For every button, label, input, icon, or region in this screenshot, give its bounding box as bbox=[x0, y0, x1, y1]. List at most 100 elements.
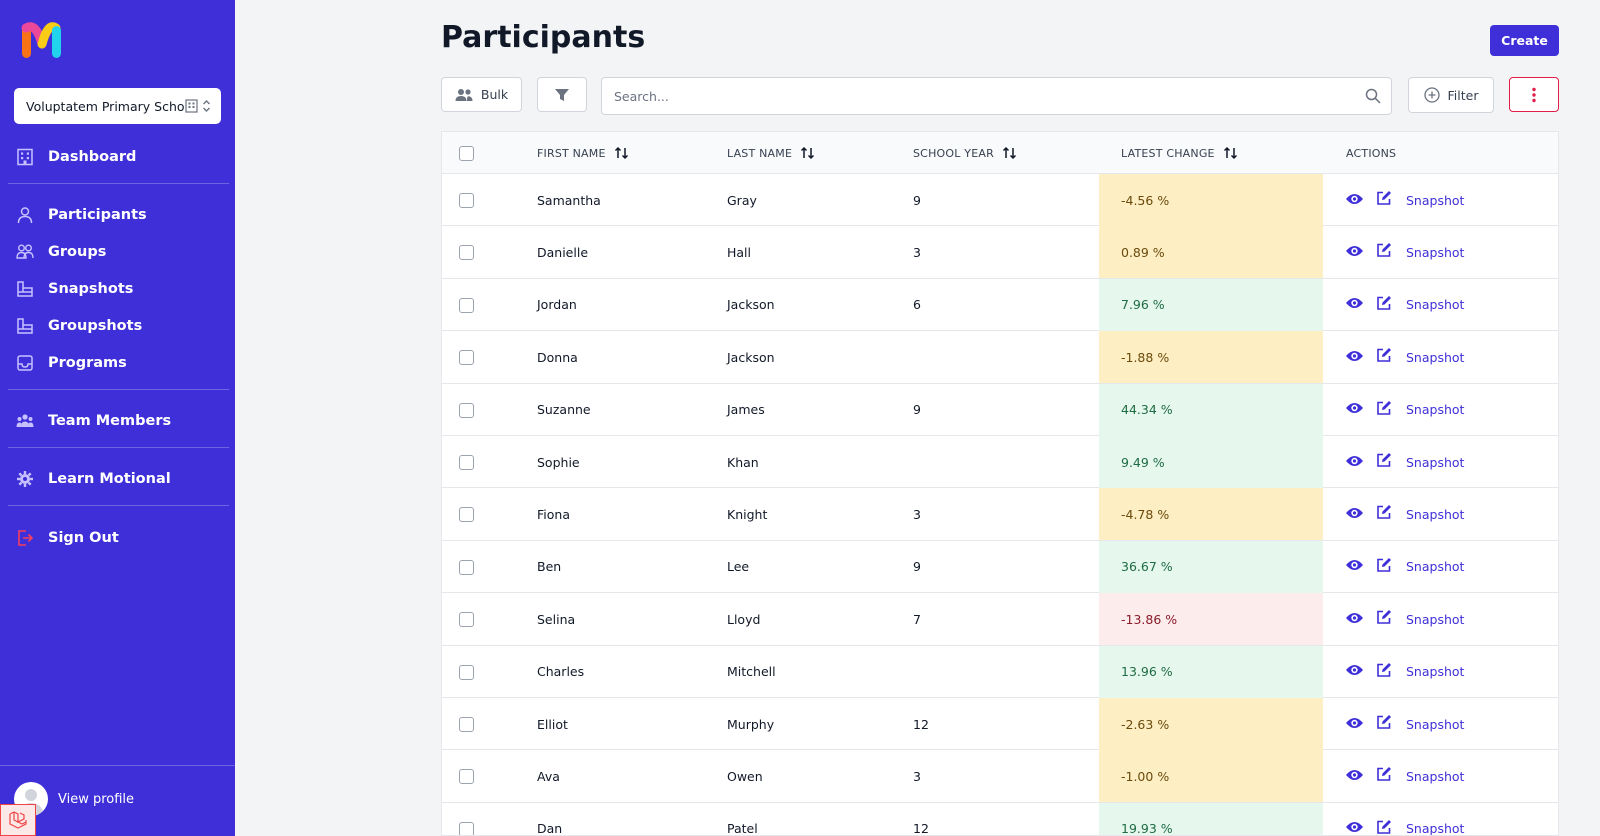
edit-icon[interactable] bbox=[1376, 714, 1392, 734]
table-row[interactable]: Ben Lee 9 36.67 % Snapshot bbox=[442, 540, 1558, 594]
row-checkbox[interactable] bbox=[459, 297, 474, 313]
column-school-year[interactable]: SCHOOL YEAR bbox=[913, 132, 1018, 174]
snapshot-link[interactable]: Snapshot bbox=[1406, 454, 1465, 470]
row-checkbox[interactable] bbox=[459, 350, 474, 366]
sort-icon[interactable] bbox=[614, 146, 630, 160]
edit-icon[interactable] bbox=[1376, 766, 1392, 786]
snapshot-link[interactable]: Snapshot bbox=[1406, 716, 1465, 732]
laravel-debug-icon[interactable] bbox=[0, 804, 36, 836]
sidebar-item-sign-out[interactable]: Sign Out bbox=[16, 526, 119, 550]
view-icon[interactable] bbox=[1345, 505, 1364, 524]
table-row[interactable]: Selina Lloyd 7 -13.86 % Snapshot bbox=[442, 593, 1558, 646]
view-icon[interactable] bbox=[1345, 715, 1364, 734]
row-checkbox[interactable] bbox=[459, 717, 474, 732]
view-profile-link[interactable]: View profile bbox=[58, 792, 135, 807]
filter-button[interactable]: Filter bbox=[1408, 77, 1494, 113]
table-row[interactable]: Donna Jackson -1.88 % Snapshot bbox=[442, 331, 1558, 384]
school-year-cell: 9 bbox=[913, 402, 921, 418]
edit-icon[interactable] bbox=[1376, 452, 1392, 472]
table-row[interactable]: Dan Patel 12 19.93 % Snapshot bbox=[442, 802, 1558, 836]
edit-icon[interactable] bbox=[1376, 295, 1392, 315]
row-checkbox[interactable] bbox=[459, 455, 474, 470]
search-input[interactable] bbox=[614, 88, 1355, 104]
view-icon[interactable] bbox=[1345, 243, 1364, 262]
sort-icon[interactable] bbox=[1002, 146, 1018, 160]
column-last-name[interactable]: LAST NAME bbox=[727, 132, 816, 174]
row-checkbox[interactable] bbox=[459, 402, 474, 418]
view-icon[interactable] bbox=[1345, 400, 1364, 419]
view-icon[interactable] bbox=[1345, 610, 1364, 629]
sort-icon[interactable] bbox=[800, 146, 816, 160]
funnel-button[interactable] bbox=[537, 77, 587, 112]
row-actions: Snapshot bbox=[1345, 226, 1464, 278]
view-icon[interactable] bbox=[1345, 191, 1364, 210]
view-icon[interactable] bbox=[1345, 453, 1364, 472]
school-selector[interactable]: Voluptatem Primary Scho... bbox=[14, 88, 221, 124]
table-row[interactable]: Jordan Jackson 6 7.96 % Snapshot bbox=[442, 278, 1558, 332]
edit-icon[interactable] bbox=[1376, 609, 1392, 629]
sidebar-item-groupshots[interactable]: Groupshots bbox=[16, 314, 142, 338]
edit-icon[interactable] bbox=[1376, 819, 1392, 835]
row-checkbox[interactable] bbox=[459, 507, 474, 523]
edit-icon[interactable] bbox=[1376, 347, 1392, 367]
snapshot-link[interactable]: Snapshot bbox=[1406, 506, 1465, 522]
row-checkbox[interactable] bbox=[459, 193, 474, 208]
sidebar-item-dashboard[interactable]: Dashboard bbox=[16, 145, 136, 169]
sidebar-item-learn-motional[interactable]: Learn Motional bbox=[16, 467, 171, 491]
table-row[interactable]: Samantha Gray 9 -4.56 % Snapshot bbox=[442, 174, 1558, 227]
row-checkbox[interactable] bbox=[459, 664, 474, 680]
snapshot-link[interactable]: Snapshot bbox=[1406, 768, 1465, 784]
latest-change-cell: 0.89 % bbox=[1099, 226, 1323, 279]
sort-icon[interactable] bbox=[1223, 146, 1239, 160]
bulk-button[interactable]: Bulk bbox=[441, 77, 522, 112]
sidebar-item-team-members[interactable]: Team Members bbox=[16, 409, 171, 433]
select-all-checkbox[interactable] bbox=[459, 146, 474, 161]
edit-icon[interactable] bbox=[1376, 242, 1392, 262]
sidebar-item-groups[interactable]: Groups bbox=[16, 240, 106, 264]
view-icon[interactable] bbox=[1345, 767, 1364, 786]
view-icon[interactable] bbox=[1345, 295, 1364, 314]
first-name-cell: Suzanne bbox=[537, 402, 591, 418]
view-icon[interactable] bbox=[1345, 662, 1364, 681]
search-box[interactable] bbox=[601, 77, 1392, 115]
snapshot-link[interactable]: Snapshot bbox=[1406, 192, 1465, 208]
snapshot-link[interactable]: Snapshot bbox=[1406, 559, 1465, 575]
column-latest-change[interactable]: LATEST CHANGE bbox=[1121, 132, 1239, 174]
create-button[interactable]: Create bbox=[1490, 25, 1559, 56]
edit-icon[interactable] bbox=[1376, 400, 1392, 420]
snapshot-link[interactable]: Snapshot bbox=[1406, 664, 1465, 680]
table-row[interactable]: Sophie Khan 9.49 % Snapshot bbox=[442, 436, 1558, 489]
motional-logo[interactable] bbox=[20, 20, 66, 62]
table-row[interactable]: Suzanne James 9 44.34 % Snapshot bbox=[442, 383, 1558, 436]
column-first-name[interactable]: FIRST NAME bbox=[537, 132, 630, 174]
folder-icon bbox=[17, 318, 33, 334]
snapshot-link[interactable]: Snapshot bbox=[1406, 297, 1465, 313]
snapshot-link[interactable]: Snapshot bbox=[1406, 402, 1465, 418]
view-icon[interactable] bbox=[1345, 819, 1364, 835]
table-row[interactable]: Danielle Hall 3 0.89 % Snapshot bbox=[442, 226, 1558, 279]
table-row[interactable]: Charles Mitchell 13.96 % Snapshot bbox=[442, 645, 1558, 698]
row-checkbox[interactable] bbox=[459, 769, 474, 785]
edit-icon[interactable] bbox=[1376, 504, 1392, 524]
snapshot-link[interactable]: Snapshot bbox=[1406, 244, 1465, 260]
edit-icon[interactable] bbox=[1376, 190, 1392, 210]
snapshot-link[interactable]: Snapshot bbox=[1406, 611, 1465, 627]
snapshot-link[interactable]: Snapshot bbox=[1406, 349, 1465, 365]
sidebar-item-snapshots[interactable]: Snapshots bbox=[16, 277, 133, 301]
edit-icon[interactable] bbox=[1376, 557, 1392, 577]
table-row[interactable]: Elliot Murphy 12 -2.63 % Snapshot bbox=[442, 698, 1558, 751]
edit-icon[interactable] bbox=[1376, 662, 1392, 682]
row-checkbox[interactable] bbox=[459, 821, 474, 835]
more-options-button[interactable] bbox=[1509, 77, 1559, 112]
table-row[interactable]: Fiona Knight 3 -4.78 % Snapshot bbox=[442, 488, 1558, 541]
table-row[interactable]: Ava Owen 3 -1.00 % Snapshot bbox=[442, 750, 1558, 803]
row-checkbox[interactable] bbox=[459, 245, 474, 261]
sidebar-item-programs[interactable]: Programs bbox=[16, 351, 127, 375]
search-icon[interactable] bbox=[1355, 88, 1391, 104]
sidebar-item-participants[interactable]: Participants bbox=[16, 203, 147, 227]
row-checkbox[interactable] bbox=[459, 559, 474, 575]
view-icon[interactable] bbox=[1345, 348, 1364, 367]
snapshot-link[interactable]: Snapshot bbox=[1406, 821, 1465, 836]
view-icon[interactable] bbox=[1345, 557, 1364, 576]
row-checkbox[interactable] bbox=[459, 612, 474, 628]
